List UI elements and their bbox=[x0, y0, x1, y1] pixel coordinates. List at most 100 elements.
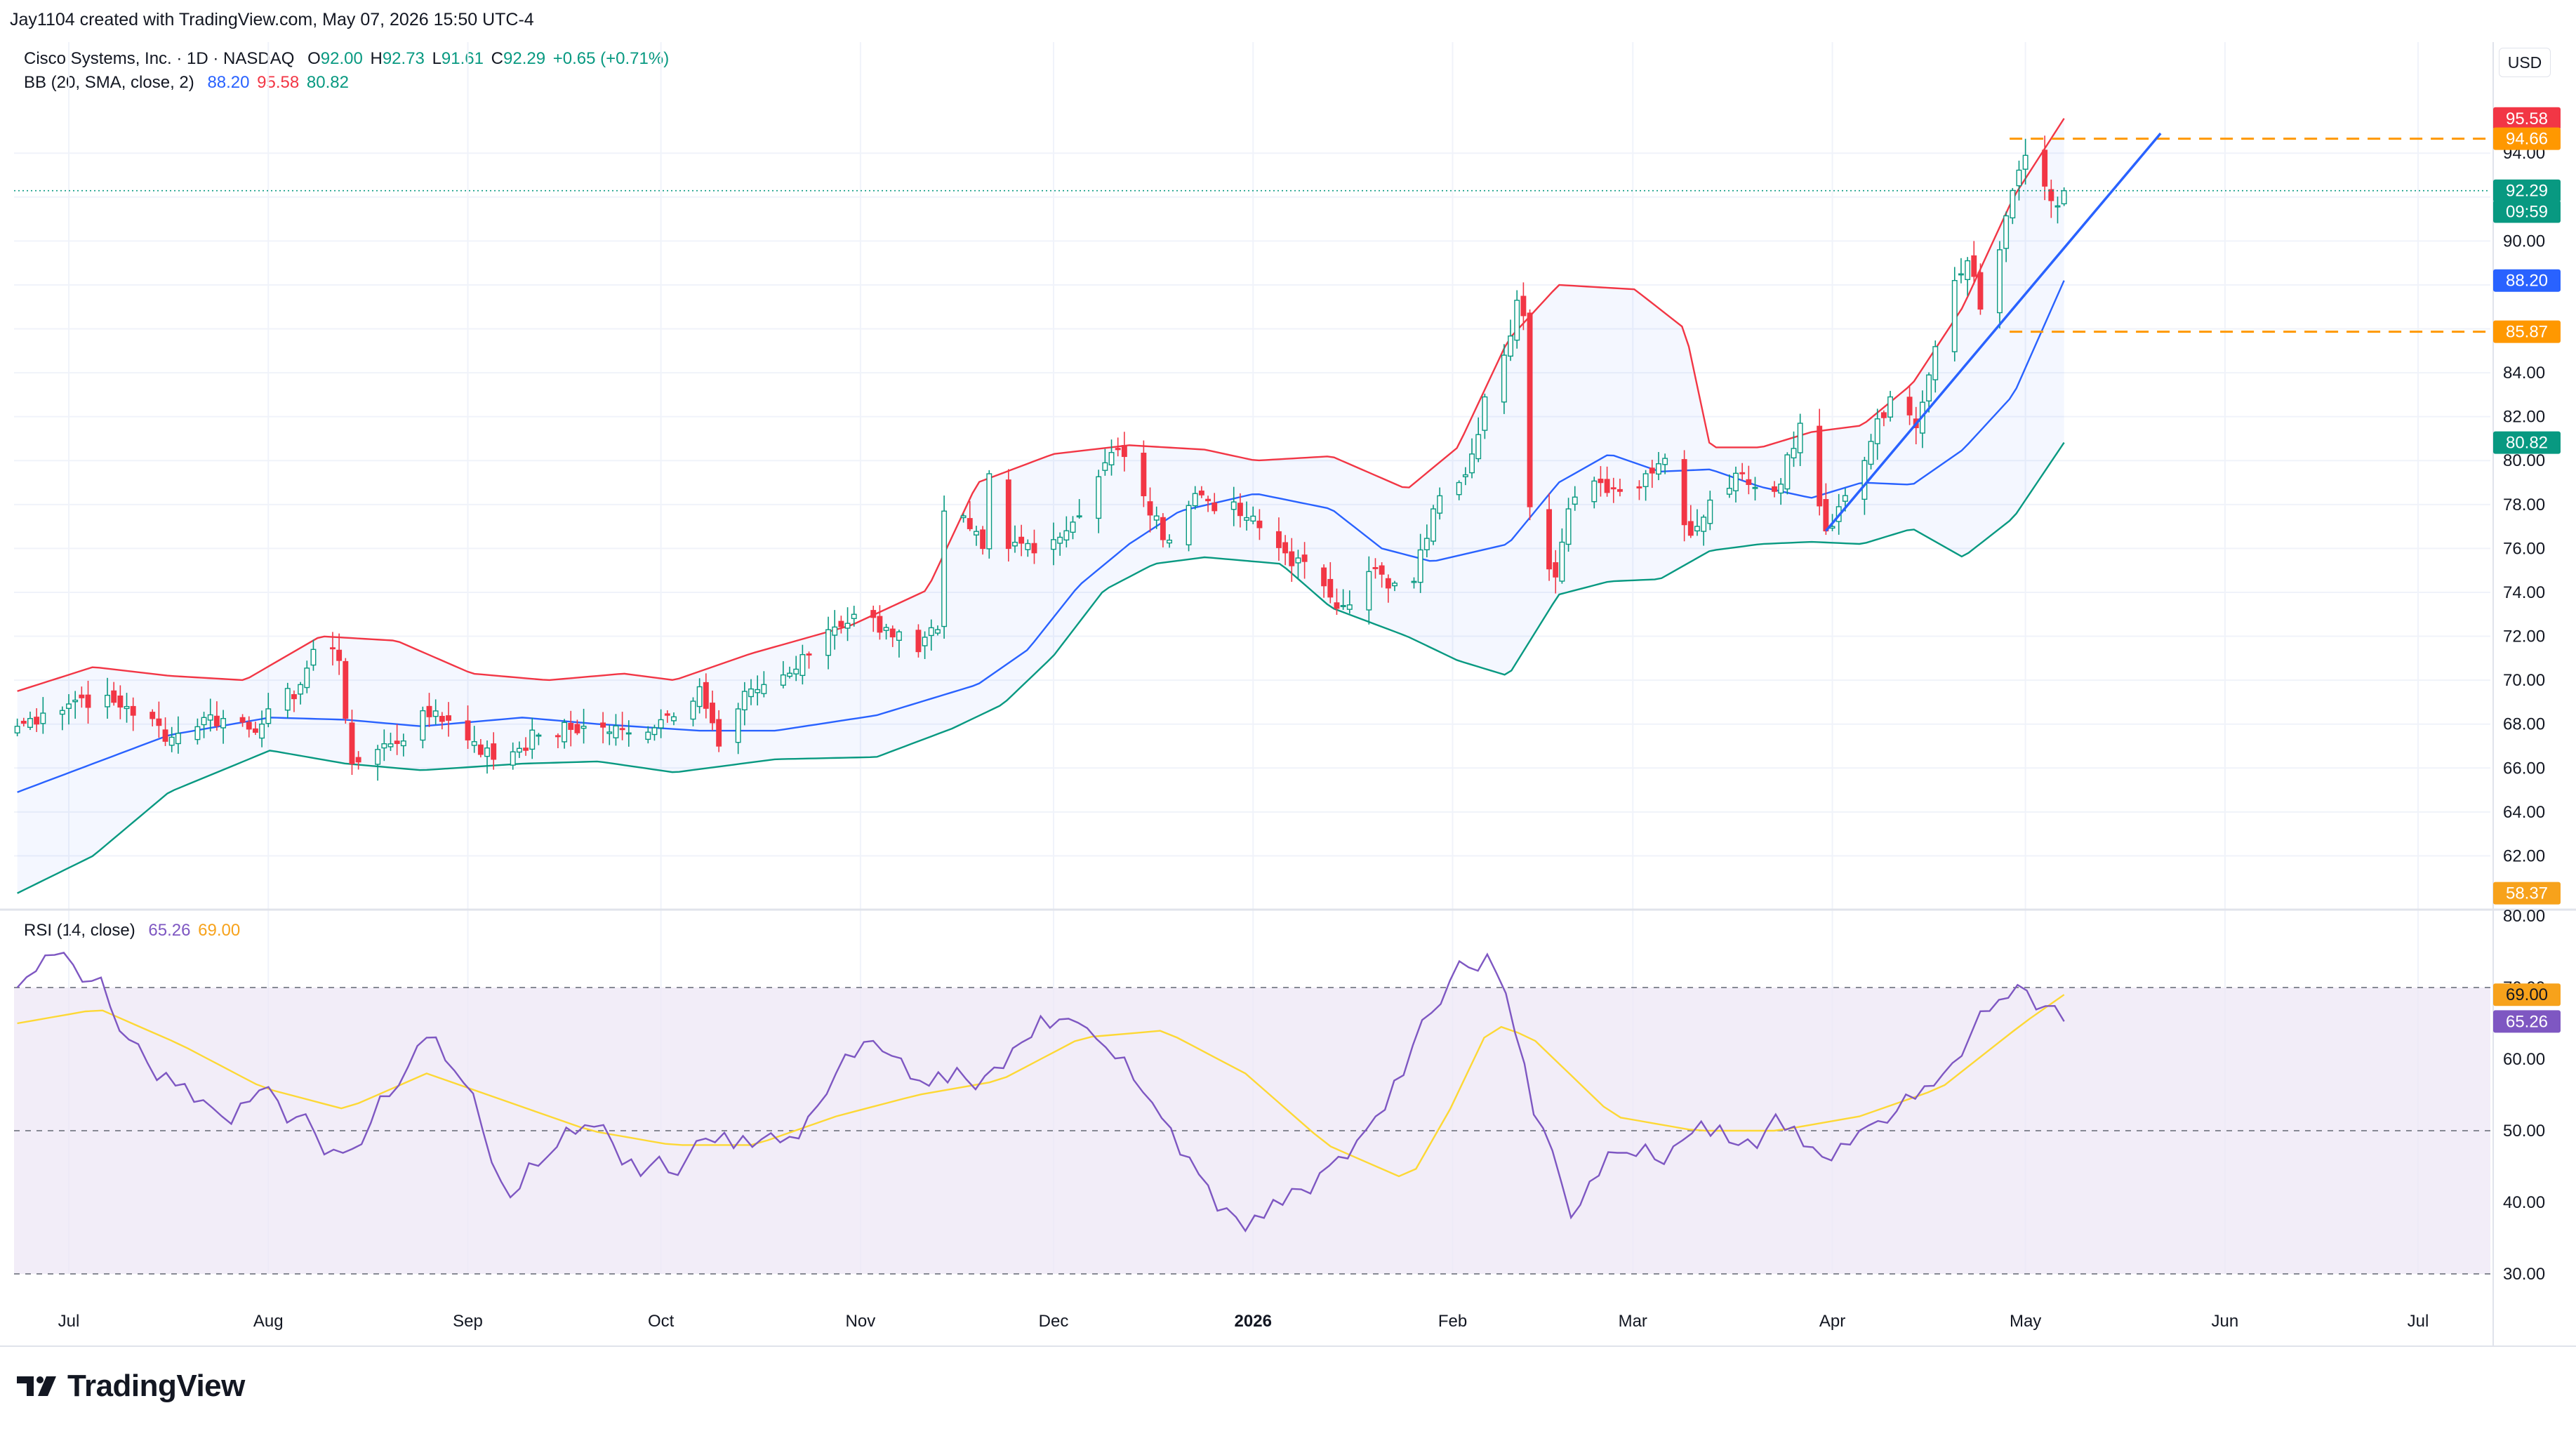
price-axis-label: 92.29 bbox=[2506, 182, 2548, 201]
price-axis-label: 95.58 bbox=[2506, 109, 2548, 128]
price-tick-label: 72.00 bbox=[2503, 627, 2545, 646]
candle-body bbox=[761, 684, 767, 694]
candle-body bbox=[1372, 566, 1379, 569]
candle-body bbox=[194, 726, 201, 740]
candle-body bbox=[1475, 434, 1482, 460]
candle-body bbox=[703, 682, 709, 709]
close-label: C bbox=[491, 49, 503, 68]
candle-body bbox=[516, 747, 522, 753]
candle-body bbox=[748, 688, 754, 698]
bb-band-fill bbox=[17, 118, 2064, 893]
candle-body bbox=[1823, 499, 1829, 532]
candle-body bbox=[381, 743, 387, 749]
rsi-legend[interactable]: RSI (14, close) 65.26 69.00 bbox=[24, 921, 243, 941]
candle-body bbox=[1340, 605, 1346, 607]
candle-body bbox=[349, 722, 355, 764]
tradingview-logo-text: TradingView bbox=[67, 1369, 245, 1403]
bb-upper-value: 95.58 bbox=[257, 73, 300, 92]
watermark-credit: Jay1104 created with TradingView.com, Ma… bbox=[10, 10, 534, 29]
candle-body bbox=[1102, 462, 1108, 471]
candle-body bbox=[735, 708, 741, 743]
candle-body bbox=[877, 616, 883, 633]
rsi-tick-label: 80.00 bbox=[2503, 907, 2545, 926]
rsi-tick-label: 40.00 bbox=[2503, 1193, 2545, 1212]
low-label: L bbox=[432, 49, 441, 68]
candle-body bbox=[1456, 481, 1462, 496]
high-value: 92.73 bbox=[382, 49, 425, 68]
candle-body bbox=[1656, 463, 1661, 475]
candle-body bbox=[1797, 423, 1803, 453]
price-axis-label-bg bbox=[2493, 882, 2561, 905]
candle-body bbox=[1147, 501, 1153, 516]
candle-body bbox=[246, 722, 252, 730]
candle-body bbox=[1160, 517, 1166, 540]
price-axis-label-bg bbox=[2493, 179, 2561, 202]
open-value: 92.00 bbox=[320, 49, 363, 68]
bb-basis-value: 88.20 bbox=[207, 73, 250, 92]
rsi-tick-label: 60.00 bbox=[2503, 1050, 2545, 1069]
candle-body bbox=[1951, 279, 1958, 352]
candle-body bbox=[1971, 255, 1977, 277]
rsi-tick-label: 50.00 bbox=[2503, 1122, 2545, 1141]
candle-body bbox=[799, 653, 806, 677]
date-tick-label: 2026 bbox=[1235, 1312, 1272, 1331]
candle-body bbox=[934, 629, 941, 634]
currency-button[interactable]: USD bbox=[2499, 48, 2551, 77]
candle-body bbox=[111, 690, 117, 703]
candle-body bbox=[1423, 538, 1430, 550]
candle-body bbox=[1772, 486, 1777, 492]
candle-body bbox=[1141, 453, 1147, 497]
candle-body bbox=[1031, 543, 1037, 554]
candle-body bbox=[298, 684, 304, 695]
candle-body bbox=[1005, 479, 1011, 550]
candle-body bbox=[1887, 396, 1894, 418]
candle-body bbox=[105, 694, 110, 707]
candle-body bbox=[1642, 473, 1649, 487]
rsi-value: 65.26 bbox=[148, 921, 191, 940]
price-tick-label: 70.00 bbox=[2503, 671, 2545, 690]
candle-body bbox=[928, 627, 934, 637]
candle-body bbox=[1076, 515, 1082, 518]
candle-body bbox=[310, 649, 317, 666]
candle-body bbox=[870, 610, 877, 618]
candle-body bbox=[1681, 459, 1687, 526]
candle-body bbox=[562, 722, 568, 743]
price-axis-label-bg bbox=[2493, 200, 2561, 223]
candle-body bbox=[1784, 454, 1791, 490]
candle-body bbox=[1282, 542, 1289, 554]
bb-basis-line bbox=[17, 280, 2065, 793]
date-tick-label: Mar bbox=[1619, 1312, 1647, 1331]
candle-body bbox=[1411, 580, 1417, 583]
candle-body bbox=[1906, 397, 1913, 416]
candle-body bbox=[1198, 490, 1204, 496]
candle-body bbox=[2016, 169, 2022, 187]
candle-body bbox=[1430, 508, 1436, 542]
candle-body bbox=[1926, 374, 1932, 401]
rsi-ma-value: 69.00 bbox=[198, 921, 241, 940]
candle-body bbox=[1746, 479, 1752, 485]
candle-body bbox=[1861, 460, 1868, 500]
candle-body bbox=[1244, 517, 1250, 521]
candle-body bbox=[825, 629, 831, 656]
candle-body bbox=[1739, 472, 1746, 474]
candle-body bbox=[491, 743, 497, 760]
change-value: +0.65 (+0.71%) bbox=[552, 49, 670, 68]
candle-body bbox=[124, 705, 130, 710]
candle-body bbox=[2003, 215, 2010, 249]
candle-body bbox=[162, 729, 168, 742]
tradingview-logo[interactable]: TradingView bbox=[15, 1369, 245, 1404]
candle-body bbox=[1733, 472, 1739, 491]
symbol-legend[interactable]: Cisco Systems, Inc. · 1D · NASDAQ O92.00… bbox=[24, 49, 672, 69]
price-axis-label-bg bbox=[2493, 320, 2561, 343]
price-axis-label: 58.37 bbox=[2506, 884, 2548, 903]
date-tick-label: Dec bbox=[1039, 1312, 1069, 1331]
bb-legend[interactable]: BB (20, SMA, close, 2) 88.20 95.58 80.82 bbox=[24, 73, 352, 93]
candle-body bbox=[613, 725, 619, 738]
price-tick-label: 68.00 bbox=[2503, 715, 2545, 734]
candle-body bbox=[1108, 452, 1115, 465]
date-tick-label: Oct bbox=[648, 1312, 675, 1331]
rsi-label[interactable]: RSI (14, close) bbox=[24, 921, 135, 940]
bb-label[interactable]: BB (20, SMA, close, 2) bbox=[24, 73, 194, 92]
